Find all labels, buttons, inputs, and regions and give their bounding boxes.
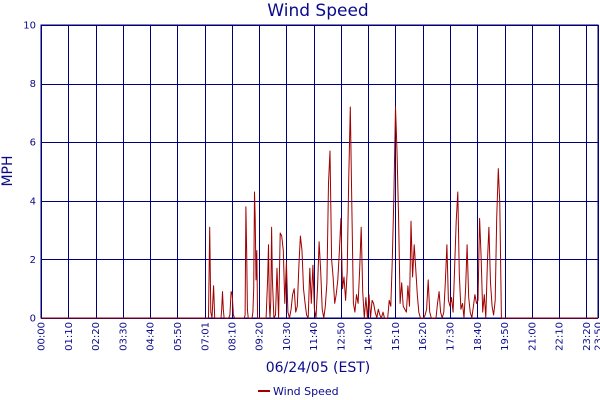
x-tick-label: 05:50 (173, 322, 184, 351)
grid (40, 24, 599, 319)
y-tick-label: 8 (30, 79, 36, 90)
x-tick-label: 09:20 (255, 322, 266, 351)
x-axis-title: 06/24/05 (EST) (266, 360, 371, 376)
y-axis-title: MPH (0, 155, 16, 186)
y-tick-label: 2 (30, 255, 36, 266)
x-tick-label: 04:40 (146, 322, 157, 351)
x-tick-label: 23:20 (582, 322, 593, 351)
x-tick-label: 02:20 (91, 322, 102, 351)
y-tick-label: 10 (23, 21, 36, 32)
y-tick-label: 0 (30, 314, 36, 325)
plot-frame (40, 24, 599, 319)
x-axis-ticks: 00:00 01:10 02:20 03:30 04:40 05:50 07:01 08:10… (37, 322, 600, 351)
x-tick-label: 15:10 (391, 322, 402, 351)
y-axis-ticks: 0 2 4 6 8 10 (23, 21, 36, 325)
x-tick-label: 21:00 (527, 322, 538, 351)
x-tick-label: 10:30 (282, 322, 293, 351)
x-tick-label: 23:50 (594, 322, 600, 351)
x-tick-label: 17:30 (445, 322, 456, 351)
x-tick-label: 14:00 (364, 322, 375, 351)
x-tick-label: 11:40 (309, 322, 320, 351)
x-tick-label: 01:10 (64, 322, 75, 351)
x-tick-label: 19:50 (500, 322, 511, 351)
y-tick-label: 4 (30, 196, 36, 207)
x-tick-label: 00:00 (37, 322, 48, 351)
y-tick-label: 6 (30, 138, 36, 149)
series-layer (41, 106, 598, 319)
series-line-wind-speed (41, 106, 598, 319)
x-tick-label: 07:01 (200, 322, 211, 351)
x-tick-label: 03:30 (118, 322, 129, 351)
x-tick-label: 22:10 (555, 322, 566, 351)
x-tick-label: 18:40 (473, 322, 484, 351)
x-tick-label: 12:50 (336, 322, 347, 351)
legend-label: Wind Speed (273, 385, 339, 398)
x-tick-label: 08:10 (227, 322, 238, 351)
x-tick-label: 16:20 (418, 322, 429, 351)
chart-title: Wind Speed (267, 1, 368, 21)
legend: Wind Speed (258, 385, 339, 398)
